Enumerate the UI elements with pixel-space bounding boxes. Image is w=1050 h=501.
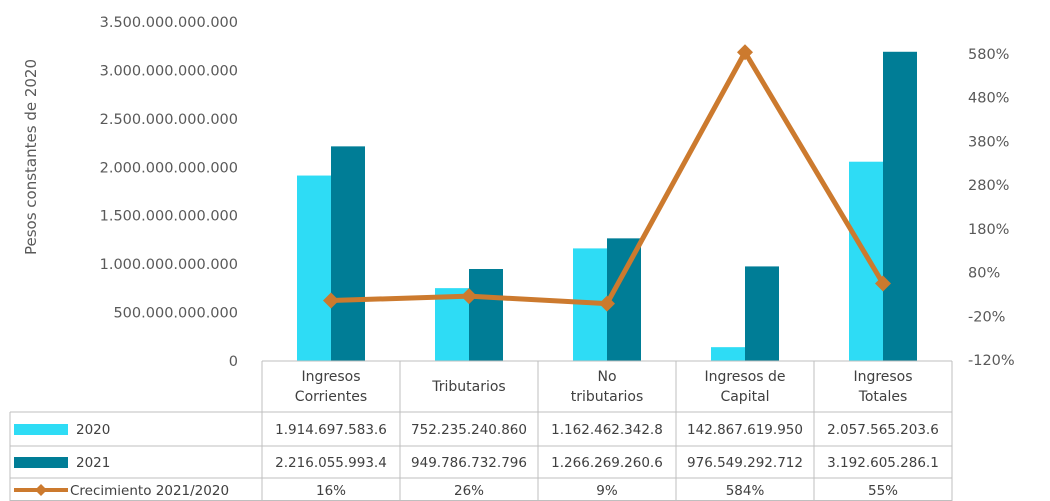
y-tick-label: 500.000.000.000 xyxy=(113,306,238,322)
bar-2021 xyxy=(745,266,779,361)
table-cell-value: 752.235.240.860 xyxy=(411,422,527,438)
y-tick-label: 2.000.000.000.000 xyxy=(100,160,238,176)
y-tick-label: 0 xyxy=(229,354,238,370)
legend-label: 2021 xyxy=(76,455,110,471)
table-cell-value: 2.057.565.203.6 xyxy=(827,422,939,438)
table-cell-value: 26% xyxy=(454,483,484,499)
y2-tick-label: -120% xyxy=(968,353,1015,369)
bar-2020 xyxy=(435,288,469,361)
y2-tick-label: 280% xyxy=(968,178,1009,194)
category-label: Ingresos xyxy=(853,369,912,385)
legend-label: Crecimiento 2021/2020 xyxy=(70,483,229,499)
growth-point-marker xyxy=(875,275,891,292)
bars xyxy=(297,51,917,361)
y2-tick-label: 480% xyxy=(968,91,1009,107)
bar-2021 xyxy=(883,51,917,361)
category-label: Capital xyxy=(720,389,769,405)
y-tick-label: 3.000.000.000.000 xyxy=(100,63,238,79)
bar-2021 xyxy=(331,146,365,361)
y-axis-title: Pesos constantes de 2020 xyxy=(22,59,40,255)
bar-2021 xyxy=(607,238,641,361)
y-tick-label: 1.500.000.000.000 xyxy=(100,209,238,225)
category-label: Tributarios xyxy=(431,379,505,395)
category-label: Ingresos xyxy=(301,369,360,385)
y-tick-label: 3.500.000.000.000 xyxy=(100,15,238,31)
growth-point-marker xyxy=(461,288,477,305)
table-cell-value: 3.192.605.286.1 xyxy=(827,455,939,471)
y2-tick-label: 380% xyxy=(968,134,1009,150)
table-cell-value: 142.867.619.950 xyxy=(687,422,803,438)
bar-2020 xyxy=(711,347,745,361)
y-tick-label: 2.500.000.000.000 xyxy=(100,112,238,128)
legend-swatch-2020 xyxy=(14,424,68,435)
table-cell-value: 949.786.732.796 xyxy=(411,455,527,471)
y-axis-ticks: 0 500.000.000.000 1.000.000.000.000 1.500.0… xyxy=(100,15,238,370)
growth-line xyxy=(323,44,891,312)
y2-tick-label: -20% xyxy=(968,309,1005,325)
growth-point-marker xyxy=(599,295,615,312)
bar-2020 xyxy=(297,175,331,361)
table-cell-value: 55% xyxy=(868,483,898,499)
table-cell-value: 2.216.055.993.4 xyxy=(275,455,387,471)
legend-swatch-2021 xyxy=(14,457,68,468)
bar-2021 xyxy=(469,269,503,361)
table-cell-value: 9% xyxy=(596,483,618,499)
growth-point-marker xyxy=(323,292,339,309)
y2-tick-label: 180% xyxy=(968,222,1009,238)
table-cell-value: 584% xyxy=(726,483,765,499)
y2-tick-label: 580% xyxy=(968,47,1009,63)
category-label: Corrientes xyxy=(295,389,367,405)
growth-point-marker xyxy=(737,44,753,61)
y2-tick-label: 80% xyxy=(968,266,1000,282)
table-cell-value: 976.549.292.712 xyxy=(687,455,803,471)
y-tick-label: 1.000.000.000.000 xyxy=(100,257,238,273)
data-table: Ingresos Corrientes Tributarios No tributari… xyxy=(9,360,953,501)
table-cell-value: 16% xyxy=(316,483,346,499)
y-axis-title-group: Pesos constantes de 2020 xyxy=(22,59,40,255)
table-cell-value: 1.162.462.342.8 xyxy=(551,422,663,438)
legend-label: 2020 xyxy=(76,422,110,438)
category-label: Totales xyxy=(858,389,908,405)
legend-marker xyxy=(35,484,47,496)
category-label: No xyxy=(597,369,616,385)
table-cell-value: 1.914.697.583.6 xyxy=(275,422,387,438)
category-label: Ingresos de xyxy=(704,369,785,385)
y2-axis-ticks: -120% -20% 80% 180% 280% 380% 480% 580% xyxy=(968,47,1015,369)
table-cell-value: 1.266.269.260.6 xyxy=(551,455,663,471)
category-label: tributarios xyxy=(571,389,643,405)
bar-2020 xyxy=(849,161,883,361)
